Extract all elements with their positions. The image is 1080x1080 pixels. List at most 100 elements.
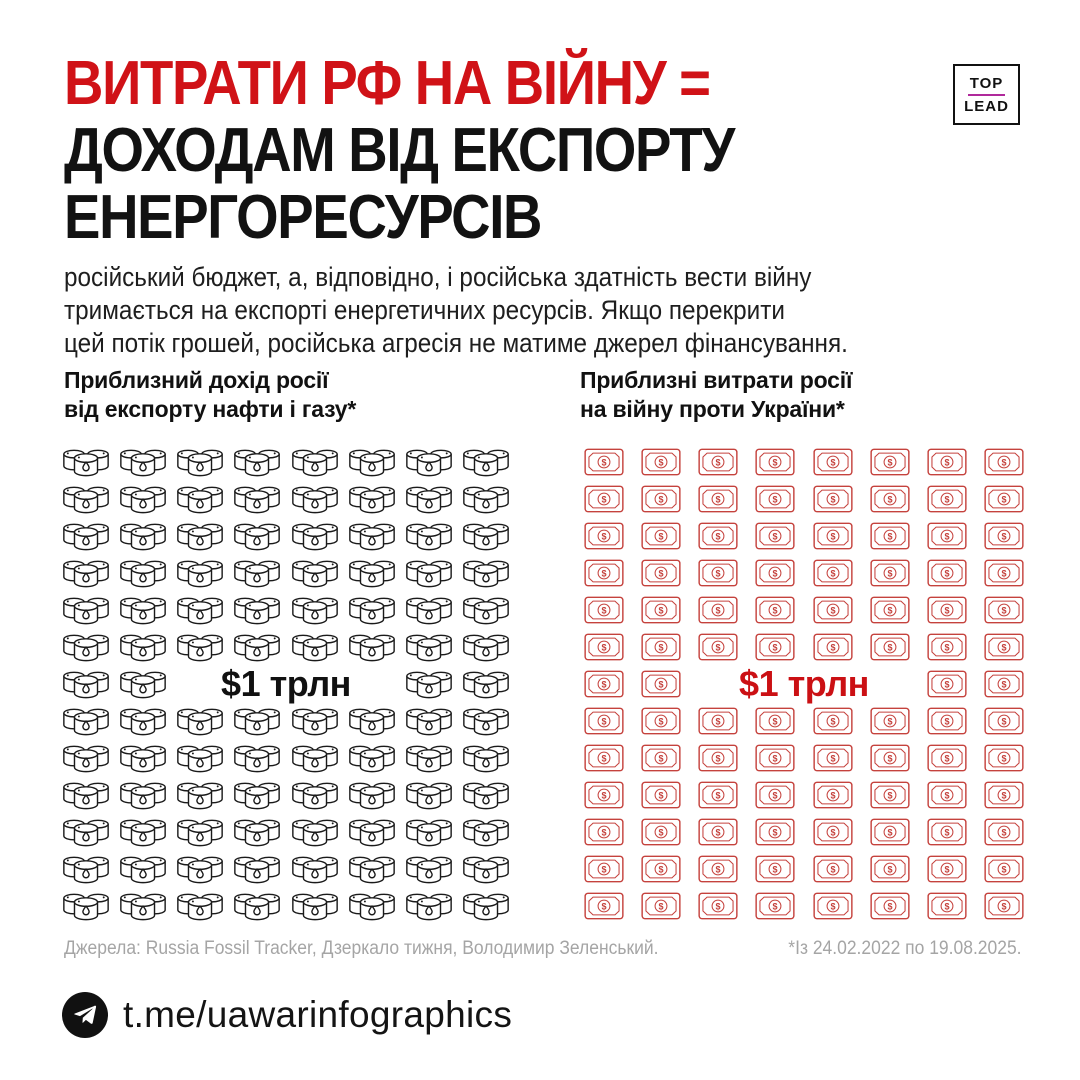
oil-barrels-icon — [347, 484, 397, 515]
oil-barrels-icon — [290, 854, 340, 885]
oil-barrels-icon — [232, 632, 282, 663]
sources-text: Джерела: Russia Fossil Tracker, Дзеркало… — [64, 938, 659, 959]
dollar-bill-icon: $ — [927, 448, 967, 476]
period-text: *Із 24.02.2022 по 19.08.2025. — [788, 938, 1022, 959]
dollar-bill-icon: $ — [813, 485, 853, 513]
dollar-bill-icon: $ — [641, 596, 681, 624]
oil-barrels-icon — [175, 484, 225, 515]
svg-text:$: $ — [1002, 457, 1007, 467]
oil-barrels-icon — [404, 706, 454, 737]
dollar-bill-icon: $ — [984, 818, 1024, 846]
dollar-bill-icon: $ — [641, 522, 681, 550]
oil-barrels-icon — [232, 595, 282, 626]
oil-barrels-icon — [232, 817, 282, 848]
dollar-bill-icon: $ — [870, 448, 910, 476]
oil-barrels-icon — [61, 817, 111, 848]
oil-barrels-icon — [461, 595, 511, 626]
telegram-handle[interactable]: t.me/uawarinfographics — [123, 994, 513, 1035]
oil-barrels-icon — [347, 558, 397, 589]
oil-barrels-icon — [232, 521, 282, 552]
svg-text:$: $ — [945, 827, 950, 837]
dollar-bill-icon: $ — [870, 485, 910, 513]
intro-line: цей потік грошей, російська агресія не м… — [64, 328, 848, 358]
oil-barrels-icon — [404, 632, 454, 663]
oil-barrels-icon — [61, 669, 111, 700]
dollar-bill-icon: $ — [927, 485, 967, 513]
dollar-bill-icon: $ — [927, 892, 967, 920]
svg-text:$: $ — [773, 494, 778, 504]
oil-barrels-icon — [290, 743, 340, 774]
dollar-bill-icon: $ — [641, 744, 681, 772]
dollar-bill-icon: $ — [870, 559, 910, 587]
dollar-bill-icon: $ — [698, 485, 738, 513]
logo-divider — [968, 93, 1005, 96]
svg-text:$: $ — [716, 901, 721, 911]
left-heading-line: Приблизний дохід росії — [64, 367, 329, 393]
oil-barrels-icon — [61, 854, 111, 885]
dollar-bill-icon: $ — [984, 892, 1024, 920]
left-column-heading: Приблизний дохід росії від експорту нафт… — [64, 366, 356, 424]
dollar-bill-icon: $ — [984, 448, 1024, 476]
svg-text:$: $ — [830, 494, 835, 504]
logo-lead-text: LEAD — [964, 97, 1009, 115]
oil-barrels-icon — [404, 891, 454, 922]
svg-text:$: $ — [945, 605, 950, 615]
oil-barrels-icon — [61, 706, 111, 737]
dollar-bill-icon: $ — [927, 744, 967, 772]
dollar-bill-icon: $ — [584, 892, 624, 920]
oil-barrels-icon — [404, 669, 454, 700]
svg-text:$: $ — [716, 753, 721, 763]
dollar-bill-icon: $ — [584, 781, 624, 809]
svg-text:$: $ — [773, 753, 778, 763]
footnote-row: Джерела: Russia Fossil Tracker, Дзеркало… — [64, 938, 1022, 960]
oil-barrels-icon — [118, 521, 168, 552]
svg-text:$: $ — [658, 864, 663, 874]
oil-barrels-icon — [347, 447, 397, 478]
oil-barrels-icon — [61, 484, 111, 515]
oil-barrels-icon — [404, 595, 454, 626]
oil-barrels-icon — [61, 447, 111, 478]
svg-text:$: $ — [1002, 790, 1007, 800]
oil-barrels-icon — [461, 780, 511, 811]
dollar-bill-icon: $ — [584, 818, 624, 846]
oil-barrels-icon — [290, 706, 340, 737]
oil-barrels-icon — [404, 854, 454, 885]
dollar-bill-icon: $ — [870, 855, 910, 883]
dollar-bill-icon: $ — [641, 855, 681, 883]
oil-barrels-icon — [232, 484, 282, 515]
svg-text:$: $ — [658, 716, 663, 726]
dollar-bill-icon: $ — [984, 522, 1024, 550]
dollar-bill-icon: $ — [755, 818, 795, 846]
dollar-bill-icon: $ — [984, 485, 1024, 513]
svg-text:$: $ — [830, 790, 835, 800]
dollar-bill-icon: $ — [584, 707, 624, 735]
oil-barrels-icon — [404, 447, 454, 478]
svg-text:$: $ — [658, 457, 663, 467]
dollar-bill-icon: $ — [755, 855, 795, 883]
dollar-bill-icon: $ — [984, 559, 1024, 587]
dollar-bill-icon: $ — [984, 633, 1024, 661]
dollar-bill-icon: $ — [698, 892, 738, 920]
svg-text:$: $ — [1002, 901, 1007, 911]
oil-barrels-icon — [118, 817, 168, 848]
oil-barrels-icon — [118, 780, 168, 811]
oil-barrels-icon — [347, 817, 397, 848]
svg-text:$: $ — [945, 531, 950, 541]
oil-barrels-icon — [118, 706, 168, 737]
svg-text:$: $ — [1002, 864, 1007, 874]
oil-barrels-icon — [61, 558, 111, 589]
svg-text:$: $ — [945, 901, 950, 911]
oil-barrels-icon — [290, 595, 340, 626]
svg-text:$: $ — [601, 864, 606, 874]
oil-barrels-icon — [290, 558, 340, 589]
oil-barrels-icon — [118, 743, 168, 774]
svg-text:$: $ — [601, 753, 606, 763]
svg-text:$: $ — [887, 716, 892, 726]
oil-barrels-icon — [175, 817, 225, 848]
svg-text:$: $ — [773, 642, 778, 652]
dollar-bill-icon: $ — [641, 633, 681, 661]
dollar-bill-icon: $ — [813, 522, 853, 550]
dollar-bill-icon: $ — [927, 559, 967, 587]
telegram-link[interactable]: t.me/uawarinfographics — [62, 992, 512, 1038]
